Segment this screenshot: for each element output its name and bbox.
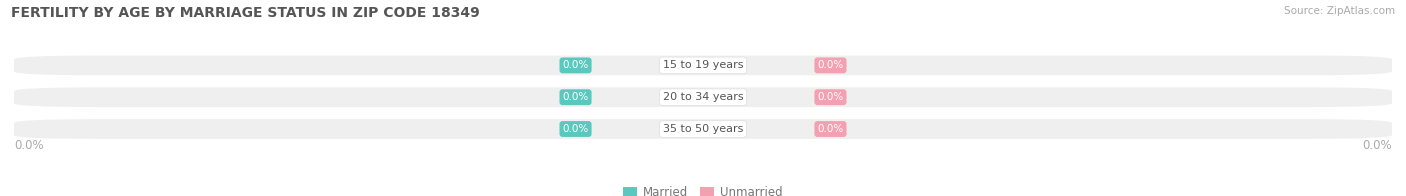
Text: 0.0%: 0.0% <box>817 92 844 102</box>
Text: 0.0%: 0.0% <box>562 124 589 134</box>
FancyBboxPatch shape <box>14 87 1392 107</box>
Text: 0.0%: 0.0% <box>14 139 44 152</box>
Text: 0.0%: 0.0% <box>562 60 589 70</box>
Text: 0.0%: 0.0% <box>817 60 844 70</box>
Text: 35 to 50 years: 35 to 50 years <box>662 124 744 134</box>
Text: 0.0%: 0.0% <box>1362 139 1392 152</box>
Legend: Married, Unmarried: Married, Unmarried <box>619 182 787 196</box>
Text: 0.0%: 0.0% <box>562 92 589 102</box>
FancyBboxPatch shape <box>14 55 1392 75</box>
FancyBboxPatch shape <box>14 119 1392 139</box>
Text: 0.0%: 0.0% <box>817 124 844 134</box>
Text: Source: ZipAtlas.com: Source: ZipAtlas.com <box>1284 6 1395 16</box>
Text: FERTILITY BY AGE BY MARRIAGE STATUS IN ZIP CODE 18349: FERTILITY BY AGE BY MARRIAGE STATUS IN Z… <box>11 6 479 20</box>
Text: 15 to 19 years: 15 to 19 years <box>662 60 744 70</box>
Text: 20 to 34 years: 20 to 34 years <box>662 92 744 102</box>
